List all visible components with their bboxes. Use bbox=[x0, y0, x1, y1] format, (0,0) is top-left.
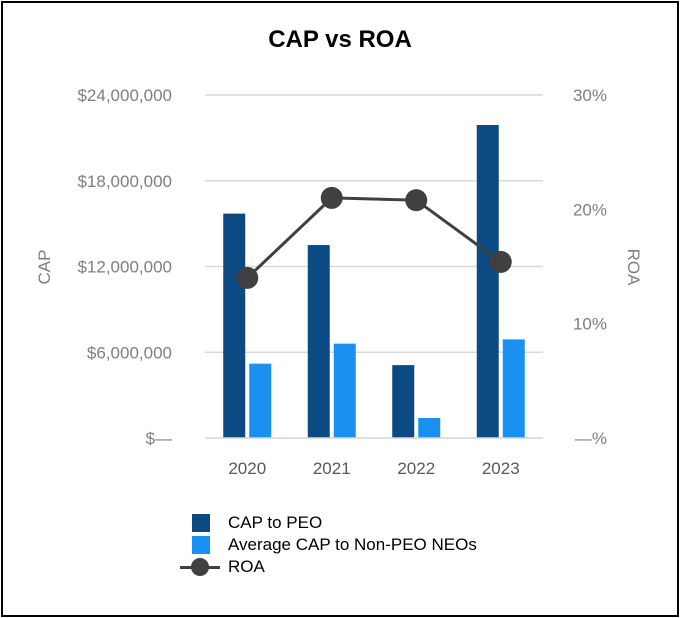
legend-line-marker-roa bbox=[180, 556, 228, 578]
bar bbox=[307, 245, 330, 438]
y-tick-label: $6,000,000 bbox=[87, 343, 172, 362]
x-tick-label: 2022 bbox=[397, 459, 435, 478]
line-point bbox=[320, 186, 343, 209]
bar bbox=[223, 213, 246, 438]
bar bbox=[392, 365, 415, 438]
legend-label-roa: ROA bbox=[228, 557, 265, 576]
legend-label-cap-to-peo: CAP to PEO bbox=[228, 513, 323, 532]
y2-tick-label: —% bbox=[575, 429, 607, 448]
chart-legend: CAP to PEO Average CAP to Non-PEO NEOs R… bbox=[180, 512, 477, 578]
bar bbox=[476, 125, 499, 438]
line-point bbox=[489, 250, 512, 273]
x-tick-label: 2020 bbox=[228, 459, 266, 478]
line-series bbox=[246, 196, 502, 280]
y-tick-label: $12,000,000 bbox=[77, 258, 172, 277]
y-axis-label: CAP bbox=[35, 250, 54, 285]
bar bbox=[502, 339, 525, 438]
legend-item-average-cap: Average CAP to Non-PEO NEOs bbox=[180, 534, 477, 556]
y2-tick-label: 10% bbox=[573, 315, 607, 334]
y2-axis-label: ROA bbox=[624, 249, 643, 287]
chart-title: CAP vs ROA bbox=[268, 26, 412, 53]
x-tick-label: 2023 bbox=[482, 459, 520, 478]
y-tick-label: $18,000,000 bbox=[77, 172, 172, 191]
y2-tick-label: 30% bbox=[573, 86, 607, 105]
y2-tick-label: 20% bbox=[573, 200, 607, 219]
legend-swatch-cap-to-peo bbox=[192, 514, 210, 532]
y-tick-label: $24,000,000 bbox=[77, 86, 172, 105]
bar bbox=[249, 363, 272, 438]
bar bbox=[333, 343, 356, 438]
legend-item-roa: ROA bbox=[180, 556, 477, 578]
line-point bbox=[405, 189, 428, 212]
legend-item-cap-to-peo: CAP to PEO bbox=[180, 512, 477, 534]
legend-label-average-cap: Average CAP to Non-PEO NEOs bbox=[228, 535, 477, 554]
legend-swatch-average-cap bbox=[192, 536, 210, 554]
bar bbox=[418, 417, 441, 438]
x-tick-label: 2021 bbox=[313, 459, 351, 478]
line-point bbox=[236, 266, 259, 289]
y-tick-label: $— bbox=[146, 429, 172, 448]
